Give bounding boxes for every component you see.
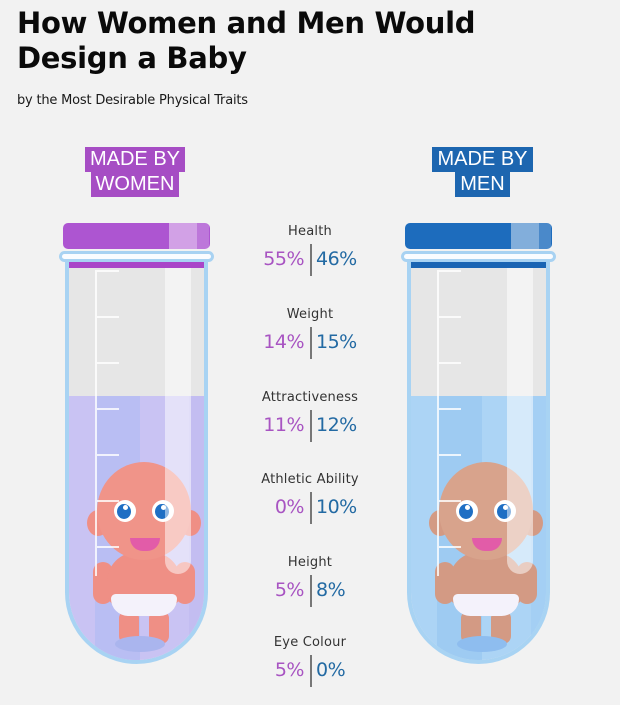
women-value: 14% [263,331,304,353]
trait-row-health: Health 55% 46% [250,224,370,294]
men-series-label: MADE BY MEN [420,147,545,197]
men-value: 8% [316,579,346,601]
trait-row-attractiveness: Attractiveness 11% 12% [250,390,370,460]
women-value: 11% [263,414,304,436]
divider [310,410,312,442]
divider [310,244,312,276]
trait-name: Height [287,555,333,570]
women-value: 0% [274,496,305,518]
trait-name: Eye Colour [273,635,347,650]
tube-body [65,262,208,664]
trait-name: Health [288,224,332,239]
women-value: 5% [274,659,305,681]
divider [310,655,312,687]
women-series-label: MADE BY WOMEN [80,147,190,197]
men-value: 12% [316,414,357,436]
tube-cap [405,223,552,249]
men-value: 46% [316,248,357,270]
women-value: 55% [263,248,304,270]
chart-subtitle: by the Most Desirable Physical Traits [17,93,248,108]
trait-name: Weight [286,307,334,322]
chart-title: How Women and Men Would Design a Baby [17,6,476,75]
tube-body [407,262,550,664]
women-value: 5% [274,579,305,601]
divider [310,492,312,524]
men-value: 15% [316,331,357,353]
trait-name: Attractiveness [261,390,359,405]
ruler-marks [437,270,461,576]
ruler-marks [95,270,119,576]
tube-rim [401,251,556,262]
divider [310,575,312,607]
men-value: 0% [316,659,346,681]
trait-row-eye-colour: Eye Colour 5% 0% [250,635,370,705]
women-label-text: MADE BY [84,147,186,172]
tube-cap [63,223,210,249]
women-label-text-line2: WOMEN [90,172,180,197]
trait-row-weight: Weight 14% 15% [250,307,370,377]
men-value: 10% [316,496,357,518]
trait-row-athletic-ability: Athletic Ability 0% 10% [250,472,370,542]
trait-name: Athletic Ability [261,472,359,487]
tube-rim [59,251,214,262]
divider [310,327,312,359]
men-label-text: MADE BY [432,147,533,172]
men-label-text-line2: MEN [455,172,510,197]
trait-row-height: Height 5% 8% [250,555,370,625]
